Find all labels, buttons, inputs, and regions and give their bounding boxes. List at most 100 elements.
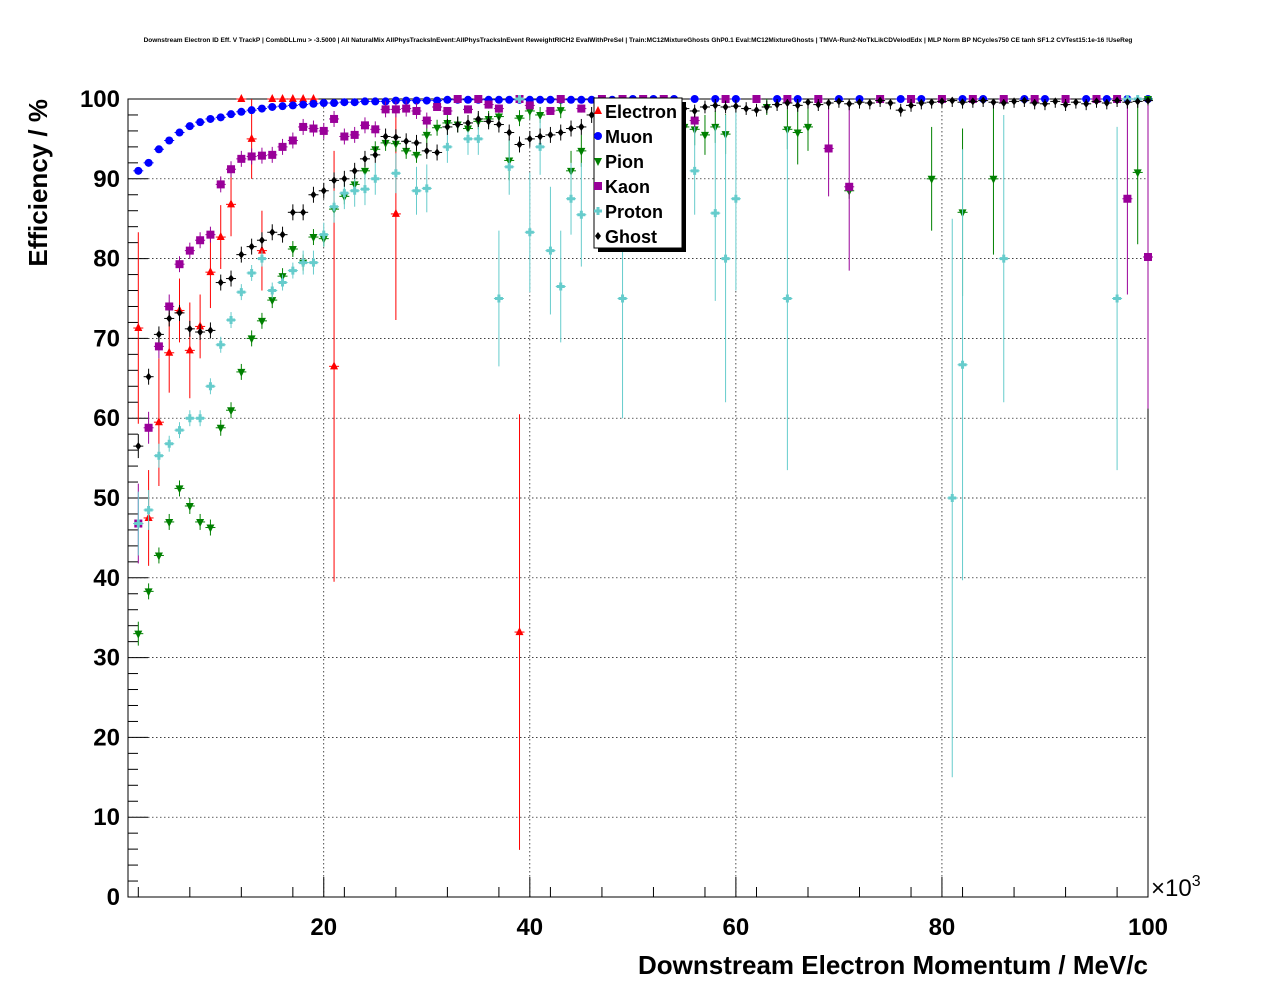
electron-point	[278, 94, 287, 102]
muon-point	[567, 95, 576, 104]
x-axis-multiplier-base: ×10	[1151, 875, 1192, 902]
electron-point	[299, 94, 308, 102]
proton-point	[731, 194, 740, 203]
kaon-point	[278, 142, 287, 151]
pion-point	[793, 129, 802, 138]
proton-point	[257, 254, 266, 263]
muon-point	[206, 114, 215, 123]
ghost-point	[1031, 98, 1038, 107]
kaon-point	[144, 423, 153, 432]
pion-point	[577, 147, 586, 156]
muon-point	[216, 113, 225, 122]
ghost-point	[1083, 99, 1090, 108]
ghost-point	[258, 236, 265, 245]
ghost-point	[495, 120, 502, 129]
ghost-point	[846, 99, 853, 108]
electron-point	[391, 208, 400, 217]
ghost-point	[1134, 97, 1141, 106]
proton-point	[268, 286, 277, 295]
pion-point	[134, 630, 143, 639]
series-proton	[133, 95, 1143, 778]
proton-point	[464, 134, 472, 143]
muon-point	[144, 158, 153, 167]
electron-point	[216, 232, 225, 241]
x-tick-label: 20	[310, 914, 337, 941]
proton-point	[618, 294, 627, 303]
proton-point	[360, 185, 369, 194]
ghost-point	[506, 128, 513, 137]
ghost-point	[949, 96, 956, 105]
muon-point	[319, 98, 328, 107]
kaon-point	[494, 104, 503, 113]
proton-point	[443, 142, 452, 151]
x-tick-label: 60	[723, 914, 750, 941]
proton-point	[422, 184, 431, 193]
data-layer	[133, 94, 1153, 850]
ghost-point	[434, 148, 441, 157]
ghost-point	[351, 166, 358, 175]
muon-point	[134, 166, 143, 175]
muon-point	[360, 97, 369, 106]
ghost-point	[485, 117, 492, 126]
y-tick-label: 80	[93, 246, 120, 273]
ghost-point	[712, 101, 719, 110]
legend-marker-ghost	[595, 232, 601, 240]
pion-point	[247, 335, 256, 344]
kaon-point	[577, 104, 586, 113]
legend-marker-proton	[594, 207, 602, 215]
kaon-point	[330, 114, 339, 123]
pion-point	[700, 131, 709, 140]
kaon-point	[556, 95, 565, 103]
ghost-point	[413, 138, 420, 147]
pion-point	[237, 368, 246, 377]
pion-point	[804, 123, 812, 132]
ghost-point	[815, 100, 822, 109]
proton-point	[288, 266, 297, 275]
kaon-point	[371, 125, 380, 134]
legend-label-kaon: Kaon	[605, 177, 650, 197]
ghost-point	[465, 118, 471, 127]
electron-point	[309, 94, 318, 102]
kaon-point	[154, 342, 163, 351]
ghost-point	[238, 250, 245, 259]
muon-point	[494, 95, 503, 104]
ghost-point	[557, 128, 564, 137]
proton-point	[278, 278, 287, 287]
ghost-point	[722, 102, 729, 111]
pion-point	[175, 485, 184, 494]
proton-point	[525, 228, 534, 237]
legend-label-electron: Electron	[605, 102, 677, 122]
legend-entries: Electron Muon Pion Kaon Proton Ghost	[594, 102, 677, 247]
proton-point	[515, 95, 524, 103]
ghost-point	[969, 97, 976, 106]
pion-point	[257, 317, 266, 326]
kaon-point	[257, 151, 266, 160]
y-tick-label: 50	[93, 485, 120, 512]
muon-point	[247, 106, 256, 115]
y-axis-label: Efficiency / %	[23, 99, 53, 267]
ghost-point	[753, 106, 760, 115]
muon-point	[371, 97, 380, 106]
ghost-point	[990, 98, 997, 107]
proton-point	[299, 258, 308, 267]
muon-point	[350, 98, 359, 107]
kaon-point	[299, 122, 308, 131]
ghost-point	[248, 242, 255, 251]
pion-point	[144, 588, 153, 597]
electron-point	[330, 361, 339, 370]
kaon-point	[175, 260, 184, 269]
kaon-point	[433, 102, 442, 111]
kaon-point	[546, 106, 555, 115]
pion-point	[268, 297, 277, 306]
muon-point	[464, 95, 472, 104]
kaon-point	[1144, 253, 1152, 262]
ghost-point	[217, 278, 224, 287]
muon-point	[690, 95, 699, 103]
legend-label-muon: Muon	[605, 127, 653, 147]
ghost-point	[578, 122, 585, 131]
proton-point	[175, 426, 184, 435]
proton-point	[711, 209, 720, 218]
ghost-point	[300, 208, 307, 217]
muon-point	[412, 96, 421, 105]
pion-point	[165, 518, 174, 527]
